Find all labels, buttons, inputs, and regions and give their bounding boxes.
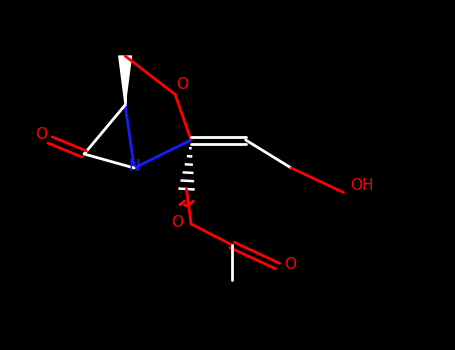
Text: O: O — [176, 77, 188, 92]
Text: O: O — [172, 215, 183, 230]
Text: N: N — [128, 159, 140, 174]
Polygon shape — [119, 56, 131, 105]
Text: O: O — [35, 127, 47, 142]
Text: OH: OH — [350, 178, 374, 193]
Text: O: O — [284, 257, 296, 272]
